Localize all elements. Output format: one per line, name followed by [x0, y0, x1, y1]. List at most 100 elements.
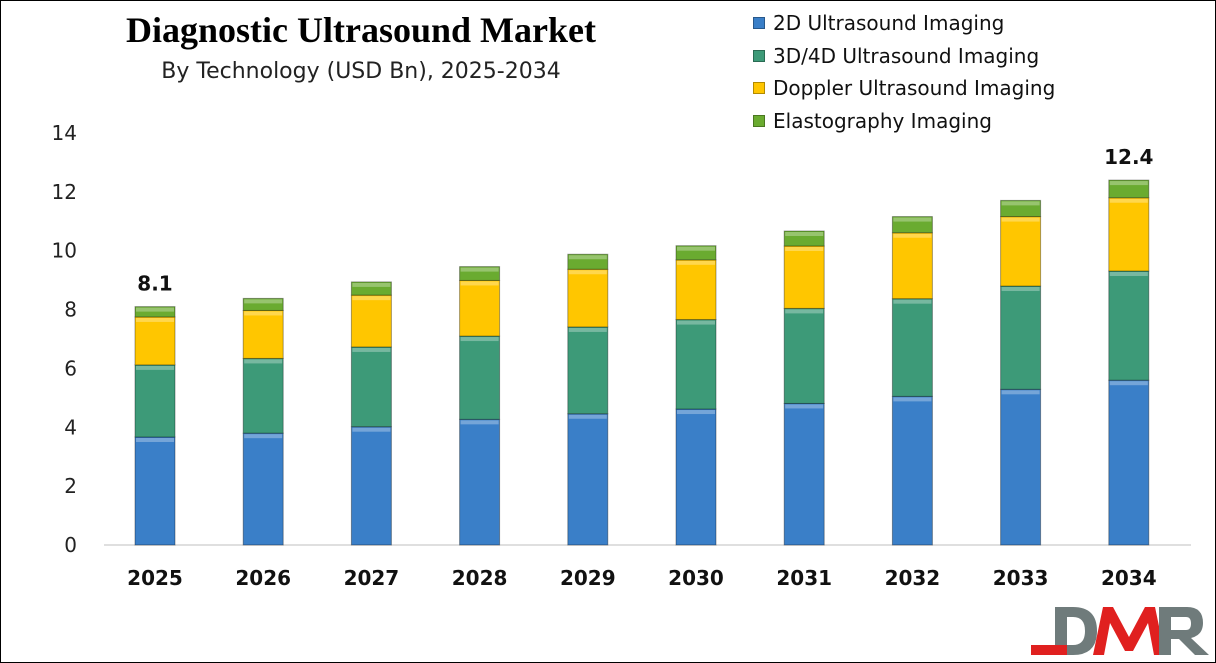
bar-segment — [891, 216, 933, 234]
bar-bevel — [677, 410, 715, 415]
bar-bevel — [136, 437, 174, 442]
bar-bevel — [460, 267, 499, 272]
bar-bevel — [136, 317, 174, 322]
bar-bevel — [352, 282, 391, 287]
bar-segment — [242, 309, 284, 359]
x-tick-label: 2025 — [127, 566, 183, 590]
bar-segment — [350, 294, 392, 348]
data-label: 12.4 — [1104, 145, 1153, 169]
bar-segment — [567, 326, 609, 415]
bar-bevel — [352, 427, 391, 432]
bar-segment — [891, 395, 933, 546]
bar-bevel — [1109, 198, 1148, 203]
bar-segment — [459, 279, 501, 337]
bar-segment — [675, 245, 717, 261]
bar-segment — [350, 346, 392, 428]
legend-swatch — [753, 17, 765, 30]
bar-segment — [783, 402, 825, 546]
bar-bevel — [1109, 381, 1148, 386]
bar-bevel — [1109, 272, 1148, 277]
x-tick-label: 2028 — [452, 566, 508, 590]
legend-swatch — [753, 82, 765, 95]
bar-segment — [567, 413, 609, 546]
bar-segment — [783, 230, 825, 247]
y-tick-label: 14 — [52, 121, 77, 145]
legend-item: 2D Ultrasound Imaging — [753, 7, 1055, 40]
bar-bevel — [785, 247, 824, 252]
bar-segment — [891, 232, 933, 300]
bar-segment — [1000, 388, 1042, 546]
bar-segment — [242, 432, 284, 546]
x-tick-label: 2030 — [668, 566, 724, 590]
bar-segment — [134, 436, 176, 546]
bar-bevel — [785, 231, 824, 236]
x-tick-label: 2029 — [560, 566, 616, 590]
bar-bevel — [568, 414, 607, 419]
bar-bevel — [677, 260, 715, 265]
y-tick-label: 12 — [52, 180, 77, 204]
bar-segment — [675, 408, 717, 546]
bar-bevel — [244, 299, 283, 304]
legend-label: Elastography Imaging — [773, 108, 992, 133]
bar-segment — [242, 357, 284, 434]
y-tick-label: 2 — [64, 474, 77, 498]
y-tick-label: 4 — [64, 415, 77, 439]
chart-subtitle: By Technology (USD Bn), 2025-2034 — [161, 59, 561, 84]
bar-segment — [783, 245, 825, 309]
legend-item: Doppler Ultrasound Imaging — [753, 72, 1055, 105]
bar-bevel — [244, 434, 283, 439]
legend-swatch — [753, 114, 765, 127]
legend-swatch — [753, 49, 765, 62]
bar-bevel — [244, 311, 283, 316]
x-tick-label: 2033 — [993, 566, 1049, 590]
bar-segment — [350, 281, 392, 296]
legend-item: Elastography Imaging — [753, 105, 1055, 138]
legend-label: Doppler Ultrasound Imaging — [773, 76, 1056, 101]
bar-bevel — [785, 309, 824, 314]
bar-segment — [675, 319, 717, 410]
bar-bevel — [893, 217, 932, 222]
bar-bevel — [136, 365, 174, 370]
bar-bevel — [244, 359, 283, 364]
legend-item: 3D/4D Ultrasound Imaging — [753, 40, 1055, 73]
bar-segment — [134, 316, 176, 366]
bar-bevel — [893, 233, 932, 238]
legend-label: 2D Ultrasound Imaging — [773, 11, 1005, 36]
bar-segment — [1108, 179, 1150, 199]
bar-bevel — [568, 270, 607, 275]
x-tick-label: 2032 — [885, 566, 941, 590]
y-tick-label: 10 — [52, 239, 77, 263]
bar-bevel — [893, 299, 932, 304]
bar-bevel — [1001, 287, 1040, 292]
bar-bevel — [677, 246, 715, 251]
bar-segment — [1000, 216, 1042, 287]
data-label: 8.1 — [137, 272, 172, 296]
y-tick-label: 8 — [64, 298, 77, 322]
bar-bevel — [460, 281, 499, 286]
bar-segment — [459, 418, 501, 546]
y-tick-label: 6 — [64, 356, 77, 380]
bar-bevel — [352, 347, 391, 352]
bar-bevel — [352, 296, 391, 301]
bar-bevel — [460, 337, 499, 342]
legend-label: 3D/4D Ultrasound Imaging — [773, 43, 1040, 68]
bar-bevel — [1001, 217, 1040, 222]
bar-bevel — [893, 397, 932, 402]
bar-segment — [134, 306, 176, 318]
bar-segment — [567, 253, 609, 270]
x-tick-label: 2031 — [776, 566, 832, 590]
bar-segment — [1000, 199, 1042, 218]
bar-segment — [891, 298, 933, 397]
bar-segment — [134, 364, 176, 438]
y-tick-label: 0 — [64, 533, 77, 557]
dmr-logo — [1031, 607, 1209, 655]
chart-title: Diagnostic Ultrasound Market — [126, 10, 596, 50]
bar-segment — [459, 266, 501, 281]
bar-bevel — [568, 327, 607, 332]
bar-segment — [1108, 197, 1150, 272]
bar-bevel — [136, 307, 174, 312]
bar-segment — [1108, 270, 1150, 381]
bar-segment — [242, 297, 284, 311]
